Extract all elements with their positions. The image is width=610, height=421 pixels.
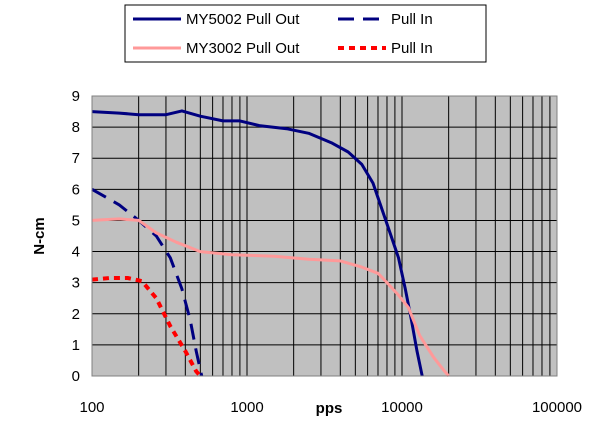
y-tick-label: 4 bbox=[72, 244, 80, 261]
y-tick-label: 6 bbox=[72, 181, 80, 198]
y-axis-ticks: 0 1 2 3 4 5 6 7 8 9 bbox=[72, 88, 80, 385]
series-line-4 bbox=[91, 276, 202, 378]
x-axis-title: pps bbox=[316, 400, 343, 417]
plot-area bbox=[92, 96, 557, 376]
legend-box bbox=[124, 4, 487, 63]
y-tick-label: 8 bbox=[72, 119, 80, 136]
grid bbox=[92, 96, 557, 376]
y-tick-label: 2 bbox=[72, 306, 80, 323]
y-tick-label: 0 bbox=[72, 368, 80, 385]
x-tick-label: 1000 bbox=[230, 399, 263, 416]
x-axis-ticks: 100 1000 10000 100000 bbox=[79, 399, 582, 416]
y-tick-label: 9 bbox=[72, 88, 80, 105]
x-tick-label: 100000 bbox=[532, 399, 582, 416]
y-tick-label: 1 bbox=[72, 337, 80, 354]
x-tick-label: 10000 bbox=[381, 399, 423, 416]
legend-label-1: MY5002 Pull Out bbox=[186, 11, 300, 28]
y-tick-label: 5 bbox=[72, 212, 80, 229]
legend: MY5002 Pull Out Pull In MY3002 Pull Out Pul… bbox=[133, 11, 433, 57]
series-line-2 bbox=[91, 187, 204, 377]
legend-label-2: Pull In bbox=[391, 11, 433, 28]
legend-label-4: Pull In bbox=[391, 40, 433, 57]
y-tick-label: 7 bbox=[72, 150, 80, 167]
series-layer bbox=[91, 109, 450, 378]
y-axis-title: N-cm bbox=[31, 217, 48, 255]
series-line-1 bbox=[91, 109, 424, 377]
legend-label-3: MY3002 Pull Out bbox=[186, 40, 300, 57]
plot-border bbox=[91, 95, 558, 377]
series-line-3 bbox=[91, 217, 450, 377]
x-tick-label: 100 bbox=[79, 399, 104, 416]
y-tick-label: 3 bbox=[72, 275, 80, 292]
